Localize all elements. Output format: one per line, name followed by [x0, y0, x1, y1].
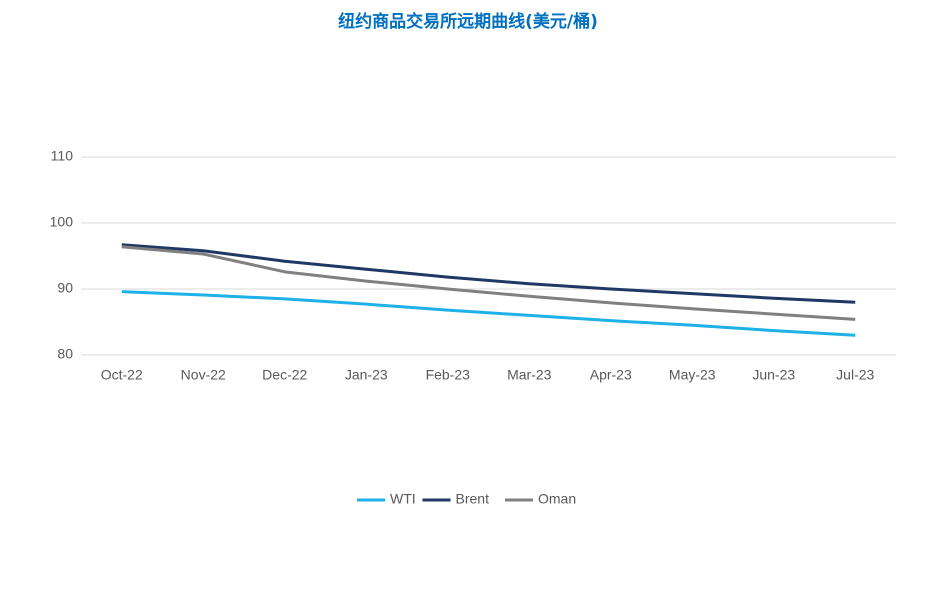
y-tick-label: 100 — [50, 214, 74, 230]
chart-title: 纽约商品交易所远期曲线(美元/桶) — [338, 11, 598, 32]
series-line — [121, 290, 856, 337]
series-line — [121, 245, 856, 321]
x-tick-label: Mar-23 — [507, 367, 552, 383]
legend-label: Oman — [538, 491, 576, 507]
series-line — [121, 243, 856, 304]
x-tick-label: Apr-23 — [590, 367, 632, 383]
x-tick-label: Dec-22 — [262, 367, 307, 383]
x-tick-label: Nov-22 — [181, 367, 226, 383]
x-tick-label: Jan-23 — [345, 367, 388, 383]
x-tick-label: Feb-23 — [426, 367, 471, 383]
x-tick-label: Jun-23 — [752, 367, 795, 383]
y-tick-label: 80 — [57, 346, 73, 362]
y-tick-label: 90 — [57, 280, 73, 296]
legend-label: WTI — [390, 491, 416, 507]
legend-label: Brent — [456, 491, 490, 507]
x-tick-label: May-23 — [669, 367, 716, 383]
x-tick-label: Jul-23 — [836, 367, 874, 383]
x-tick-label: Oct-22 — [101, 367, 143, 383]
y-tick-label: 110 — [51, 148, 74, 164]
